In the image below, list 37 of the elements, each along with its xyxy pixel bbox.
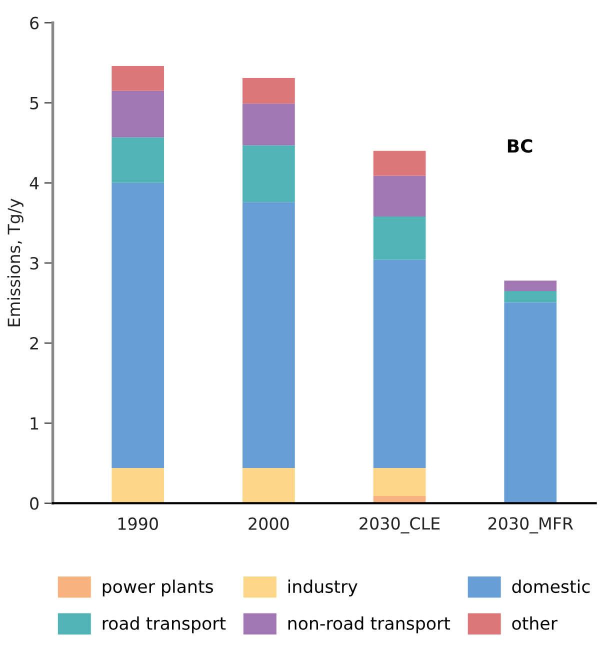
annotation: BC (508, 139, 532, 153)
bar (242, 104, 295, 146)
bar (373, 176, 426, 217)
y-tick-label: 0 (30, 497, 38, 510)
bar (112, 137, 164, 183)
legend-label: industry (288, 580, 358, 596)
x-tick-label: 2030_CLE (360, 517, 440, 534)
bar (112, 182, 164, 468)
bar (373, 468, 426, 496)
x-tick-label: 2000 (248, 517, 289, 530)
y-tick-label: 2 (30, 337, 38, 350)
bar (504, 280, 557, 292)
bar (504, 291, 557, 302)
bar (373, 216, 426, 260)
y-tick-label: 3 (30, 256, 38, 270)
bar (242, 78, 295, 104)
bar (112, 90, 164, 138)
x-tick-label: 2030_MFR (488, 517, 574, 534)
y-tick-label: 1 (30, 417, 38, 430)
bar (242, 145, 295, 202)
x-tick-label: 1990 (118, 517, 158, 530)
legend-label: other (512, 616, 558, 630)
legend-label: road transport (102, 616, 226, 634)
bar (504, 302, 557, 504)
y-axis-title: Emissions, Tg/y (7, 198, 24, 326)
y-tick-label: 6 (30, 16, 39, 30)
legend-label: power plants (102, 580, 213, 596)
legend-label: domestic (512, 580, 590, 594)
legend-label: non-road transport (288, 616, 450, 634)
bar (373, 150, 426, 176)
bar (373, 260, 426, 468)
bar (242, 202, 295, 468)
bar (112, 66, 164, 91)
bar (112, 468, 164, 504)
y-tick-label: 5 (30, 97, 38, 110)
bar (242, 468, 295, 504)
y-tick-label: 4 (30, 177, 39, 190)
